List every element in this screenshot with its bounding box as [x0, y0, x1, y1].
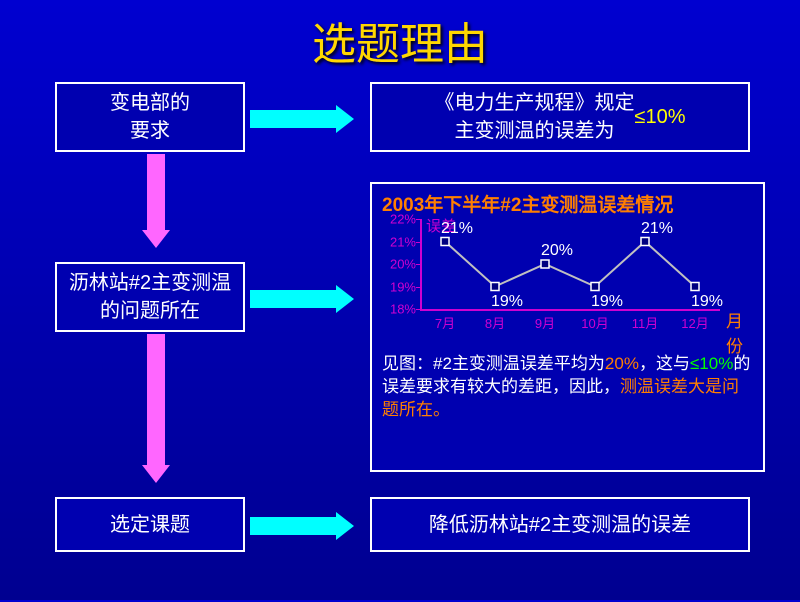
chart-area: 误差18%19%20%21%22%7月8月9月10月11月12月月份21%19%… [420, 219, 753, 329]
chart-ytick: 21% [382, 234, 416, 249]
chart-title: 2003年下半年#2主变测温误差情况 [382, 190, 753, 217]
chart-xtick: 10月 [581, 313, 608, 332]
box-regulation: 《电力生产规程》规定主变测温的误差为≤10% [370, 82, 750, 152]
chart-xtick: 8月 [485, 313, 505, 332]
slide-body: 变电部的要求 《电力生产规程》规定主变测温的误差为≤10% 沥林站#2主变测温的… [0, 72, 800, 602]
chart-caption: 见图：#2主变测温误差平均为20%，这与≤10%的误差要求有较大的差距，因此，测… [382, 353, 753, 422]
chart-ytick: 19% [382, 279, 416, 294]
chart-title-text: 2003年下半年#2主变测温误差情况 [382, 195, 673, 216]
chart-point-label: 19% [491, 293, 523, 311]
arrow-down-1 [142, 154, 170, 248]
chart-ytick: 20% [382, 257, 416, 272]
arrow-right-1 [250, 105, 354, 133]
page-title: 选题理由 [0, 0, 800, 72]
arrow-right-2 [250, 285, 354, 313]
chart-ytick: 18% [382, 302, 416, 317]
chart-box: 2003年下半年#2主变测温误差情况 误差18%19%20%21%22%7月8月… [370, 182, 765, 472]
title-text: 选题理由 [312, 20, 488, 69]
chart-point-label: 20% [541, 242, 573, 260]
chart-xtick: 12月 [681, 313, 708, 332]
chart-point-label: 19% [591, 293, 623, 311]
arrow-right-3 [250, 512, 354, 540]
chart-point-label: 21% [441, 220, 473, 238]
chart-xtick: 9月 [535, 313, 555, 332]
arrow-down-2 [142, 334, 170, 483]
chart-ytick: 22% [382, 212, 416, 227]
chart-point-label: 19% [691, 293, 723, 311]
box-problem: 沥林站#2主变测温的问题所在 [55, 262, 245, 332]
chart-xtick: 7月 [435, 313, 455, 332]
chart-point-label: 21% [641, 220, 673, 238]
box-topic-select: 选定课题 [55, 497, 245, 552]
box-requirement: 变电部的要求 [55, 82, 245, 152]
chart-xlabel: 月份 [726, 307, 753, 357]
box-conclusion: 降低沥林站#2主变测温的误差 [370, 497, 750, 552]
chart-xtick: 11月 [632, 313, 659, 332]
